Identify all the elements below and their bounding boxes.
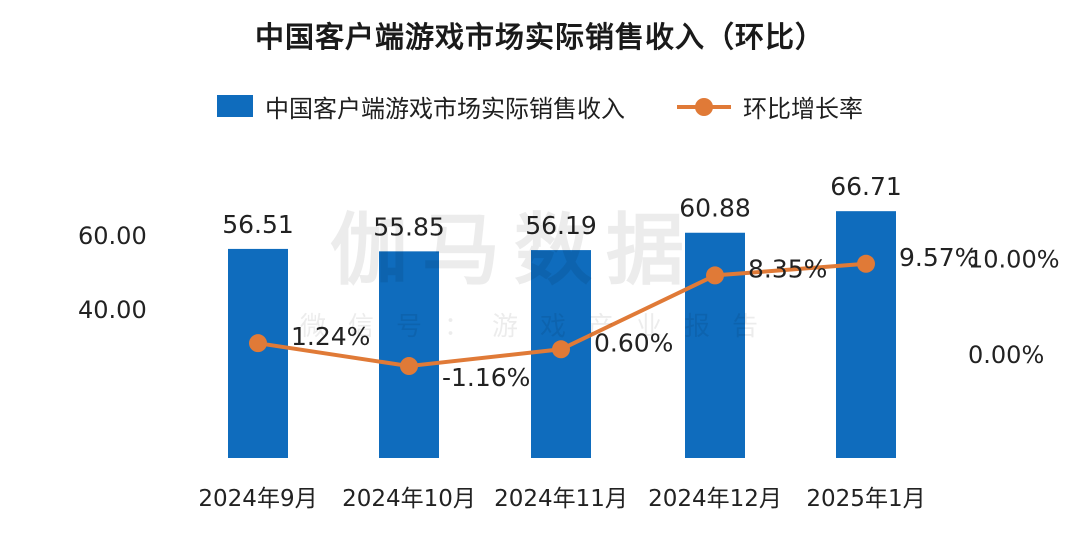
growth-rate-point (857, 254, 875, 273)
legend-growth-label: 环比增长率 (743, 94, 863, 123)
watermark-main: 伽马数据 (330, 206, 699, 296)
watermark-sub: 微信号：游戏产业报告 (300, 312, 781, 342)
revenue-value-label: 60.88 (679, 194, 751, 223)
legend: 中国客户端游戏市场实际销售收入 环比增长率 (0, 86, 1080, 126)
chart-title: 中国客户端游戏市场实际销售收入（环比） (254, 20, 825, 54)
revenue-bar (228, 248, 288, 458)
legend-item-revenue: 中国客户端游戏市场实际销售收入 (217, 89, 625, 124)
category-label: 2024年11月 (494, 486, 628, 512)
legend-item-growth: 环比增长率 (677, 89, 863, 124)
growth-rate-point (400, 357, 418, 376)
revenue-value-label: 56.19 (525, 211, 597, 240)
category-label: 2025年1月 (806, 486, 925, 512)
growth-rate-point (552, 340, 570, 359)
legend-bar-swatch (217, 95, 253, 117)
left-axis-tick-label: 40.00 (78, 296, 147, 324)
growth-rate-label: 1.24% (291, 322, 370, 351)
growth-rate-label: 8.35% (748, 254, 827, 283)
category-label: 2024年12月 (648, 486, 782, 512)
revenue-value-label: 55.85 (373, 212, 445, 241)
growth-rate-label: 0.60% (594, 328, 673, 357)
revenue-value-label: 56.51 (222, 210, 294, 239)
legend-revenue-label: 中国客户端游戏市场实际销售收入 (265, 94, 625, 123)
category-label: 2024年9月 (198, 486, 317, 512)
growth-rate-point (249, 334, 267, 353)
revenue-value-label: 66.71 (830, 172, 902, 201)
growth-rate-point (706, 266, 724, 285)
legend-line-swatch (677, 95, 731, 117)
right-axis-tick-label: 10.00% (968, 246, 1060, 274)
growth-rate-label: -1.16% (442, 363, 530, 392)
right-axis-tick-label: 0.00% (968, 341, 1044, 369)
growth-rate-label: 9.57% (899, 243, 978, 272)
revenue-bar (836, 211, 896, 458)
revenue-bar (379, 251, 439, 458)
category-label: 2024年10月 (342, 486, 476, 512)
left-axis-tick-label: 60.00 (78, 222, 147, 250)
